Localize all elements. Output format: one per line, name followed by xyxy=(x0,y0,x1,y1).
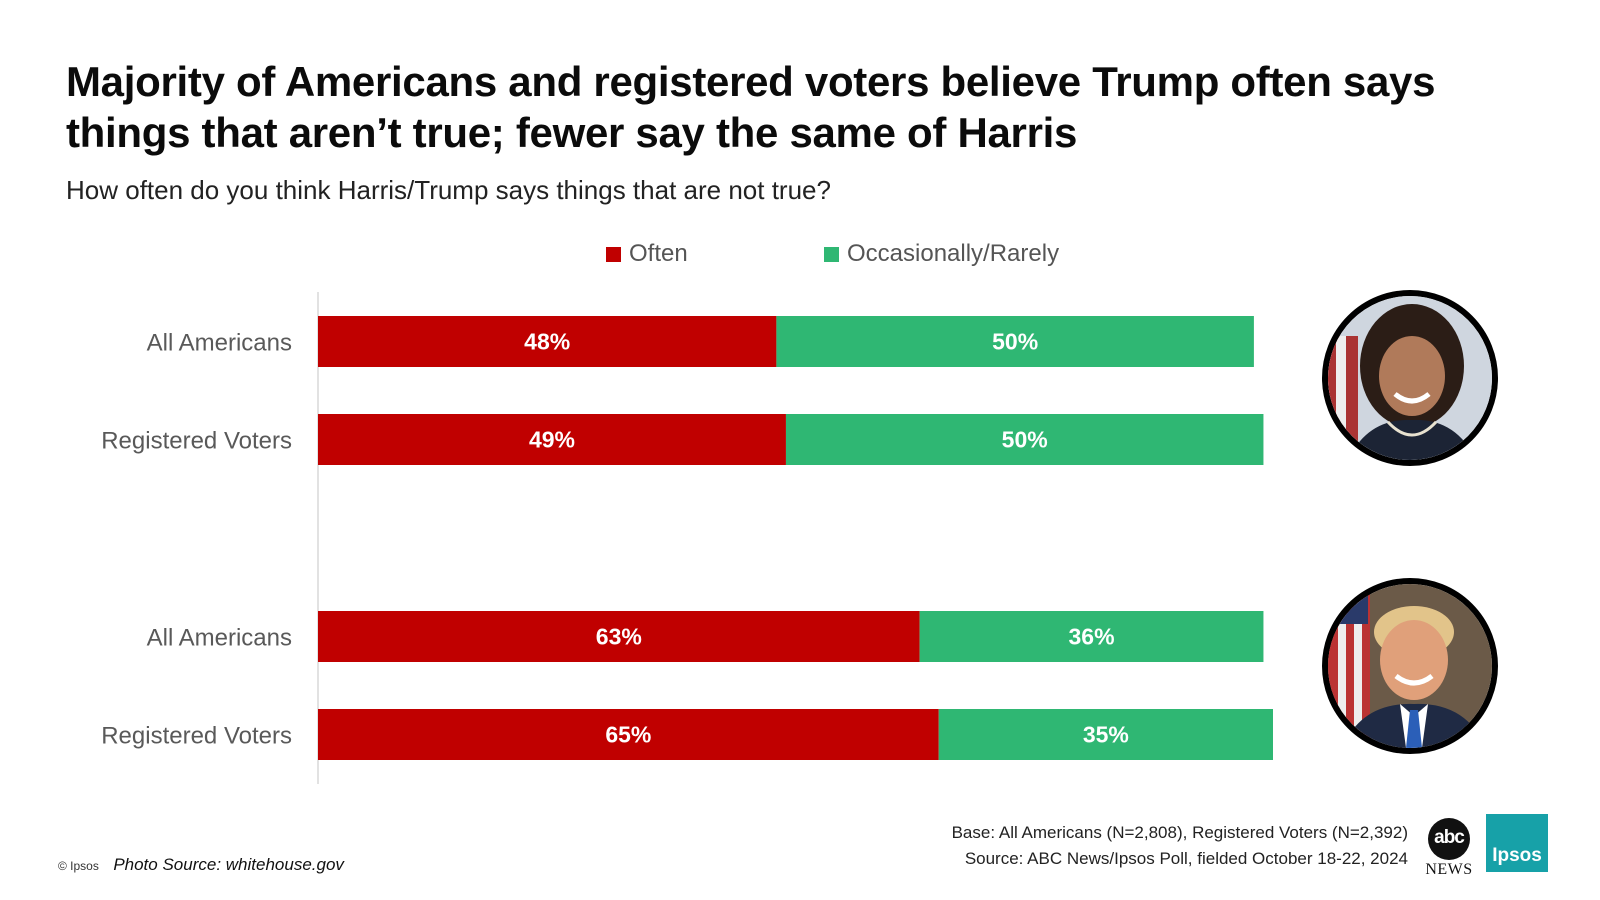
copyright-text: © Ipsos xyxy=(58,859,99,873)
data-label: 50% xyxy=(992,329,1038,355)
legend-swatch-often xyxy=(606,246,621,262)
legend-swatch-occasionally xyxy=(824,246,839,262)
category-label: All Americans xyxy=(147,625,292,652)
bar-occasionally xyxy=(785,414,1264,465)
base-note: Base: All Americans (N=2,808), Registere… xyxy=(951,823,1408,842)
category-label: Registered Voters xyxy=(101,723,292,750)
photo-source-text: Photo Source: whitehouse.gov xyxy=(113,855,344,874)
category-label: All Americans xyxy=(147,330,292,357)
footer-notes: Base: All Americans (N=2,808), Registere… xyxy=(952,820,1408,872)
data-label: 50% xyxy=(1002,427,1048,453)
legend-item-often: Often xyxy=(606,240,688,268)
footer-left: © Ipsos Photo Source: whitehouse.gov xyxy=(58,855,344,875)
legend-label-often: Often xyxy=(629,240,688,267)
bar-often xyxy=(318,611,920,662)
source-note: Source: ABC News/Ipsos Poll, fielded Oct… xyxy=(964,849,1408,868)
legend-item-occasionally: Occasionally/Rarely xyxy=(824,240,1059,268)
data-label: 63% xyxy=(596,624,642,650)
legend: Often Occasionally/Rarely xyxy=(0,240,1600,270)
ipsos-logo: Ipsos xyxy=(1486,814,1548,872)
bar-often xyxy=(318,414,786,465)
chart-subtitle: How often do you think Harris/Trump says… xyxy=(66,175,831,205)
trump-photo xyxy=(1322,578,1498,754)
abc-news-logo: abc NEWS xyxy=(1418,818,1480,879)
abc-logo-circle: abc xyxy=(1428,818,1470,860)
legend-label-occasionally: Occasionally/Rarely xyxy=(847,240,1060,267)
chart-title-line-1: Majority of Americans and registered vot… xyxy=(66,58,1436,105)
bar-occasionally xyxy=(776,316,1254,367)
data-label: 35% xyxy=(1083,722,1129,748)
bar-often xyxy=(318,709,939,760)
chart-title: Majority of Americans and registered vot… xyxy=(66,56,1546,158)
data-label: 48% xyxy=(524,329,570,355)
bar-occasionally xyxy=(938,709,1273,760)
category-label: Registered Voters xyxy=(101,428,292,455)
bar-often xyxy=(318,316,777,367)
data-label: 49% xyxy=(529,427,575,453)
chart-title-line-2: things that aren’t true; fewer say the s… xyxy=(66,109,1078,156)
bar-occasionally xyxy=(919,611,1264,662)
abc-logo-news: NEWS xyxy=(1425,861,1473,878)
data-label: 36% xyxy=(1069,624,1115,650)
harris-photo xyxy=(1322,290,1498,466)
data-label: 65% xyxy=(605,722,651,748)
